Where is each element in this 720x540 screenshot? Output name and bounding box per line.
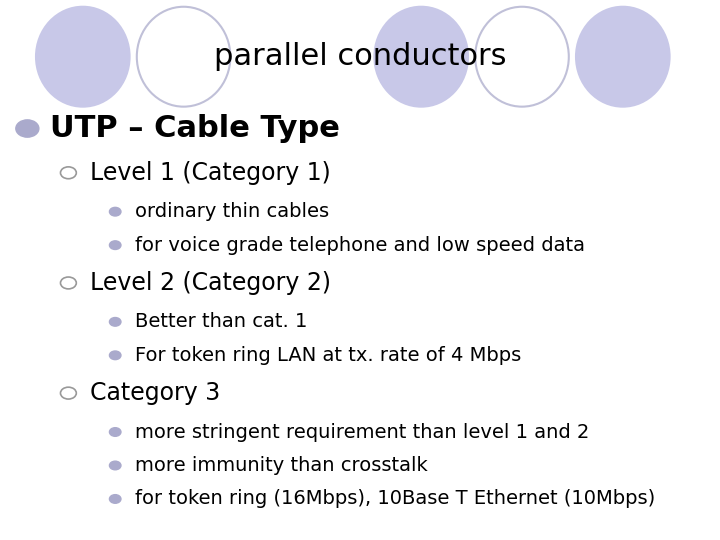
Text: Level 2 (Category 2): Level 2 (Category 2): [90, 271, 331, 295]
Text: more stringent requirement than level 1 and 2: more stringent requirement than level 1 …: [135, 422, 590, 442]
Circle shape: [109, 241, 121, 249]
Text: parallel conductors: parallel conductors: [214, 42, 506, 71]
Circle shape: [109, 318, 121, 326]
Text: more immunity than crosstalk: more immunity than crosstalk: [135, 456, 428, 475]
Text: Category 3: Category 3: [90, 381, 220, 405]
Circle shape: [109, 461, 121, 470]
Text: Level 1 (Category 1): Level 1 (Category 1): [90, 161, 330, 185]
Text: for token ring (16Mbps), 10Base T Ethernet (10Mbps): for token ring (16Mbps), 10Base T Ethern…: [135, 489, 656, 509]
Ellipse shape: [36, 6, 130, 106]
Circle shape: [109, 495, 121, 503]
Text: Better than cat. 1: Better than cat. 1: [135, 312, 307, 332]
Circle shape: [16, 120, 39, 137]
Text: For token ring LAN at tx. rate of 4 Mbps: For token ring LAN at tx. rate of 4 Mbps: [135, 346, 521, 365]
Text: UTP – Cable Type: UTP – Cable Type: [50, 114, 341, 143]
Text: for voice grade telephone and low speed data: for voice grade telephone and low speed …: [135, 235, 585, 255]
Ellipse shape: [374, 6, 468, 106]
Circle shape: [109, 351, 121, 360]
Circle shape: [109, 207, 121, 216]
Ellipse shape: [576, 6, 670, 106]
Text: ordinary thin cables: ordinary thin cables: [135, 202, 330, 221]
Circle shape: [109, 428, 121, 436]
